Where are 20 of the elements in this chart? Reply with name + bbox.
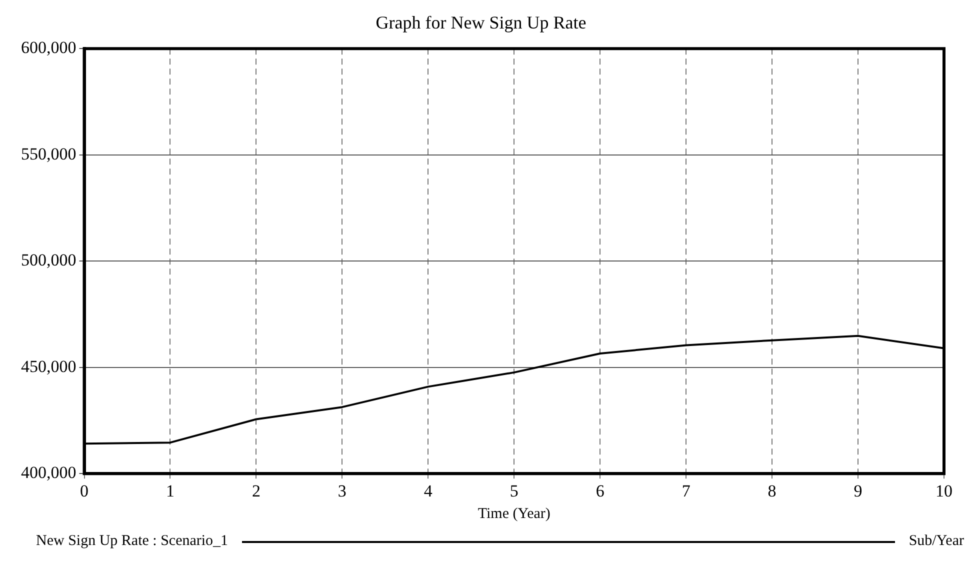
x-tick-label: 9: [854, 481, 862, 500]
y-tick-label: 550,000: [21, 144, 76, 164]
text: New Sign Up Rate : Scenario_1: [36, 533, 228, 550]
x-tick-label: 7: [682, 481, 691, 500]
y-tick-label: 600,000: [21, 38, 76, 58]
x-tick-label: 3: [338, 481, 346, 500]
x-tick-label: 10: [936, 481, 952, 500]
x-tick-label: 4: [424, 481, 433, 500]
x-tick-label: 8: [768, 481, 776, 500]
y-tick-label: 400,000: [21, 463, 76, 482]
x-tick-label: 2: [252, 481, 260, 500]
x-tick-label: 1: [166, 481, 174, 500]
x-axis-title: Time (Year): [478, 506, 550, 522]
x-tick-label: 0: [80, 481, 88, 500]
y-tick-label: 500,000: [21, 250, 76, 270]
chart-title: Graph for New Sign Up Rate: [376, 12, 586, 33]
y-tick-label: 450,000: [21, 356, 76, 376]
text: Sub/Year: [908, 533, 964, 550]
x-tick-label: 5: [510, 481, 518, 500]
x-tick-label: 6: [596, 481, 604, 500]
